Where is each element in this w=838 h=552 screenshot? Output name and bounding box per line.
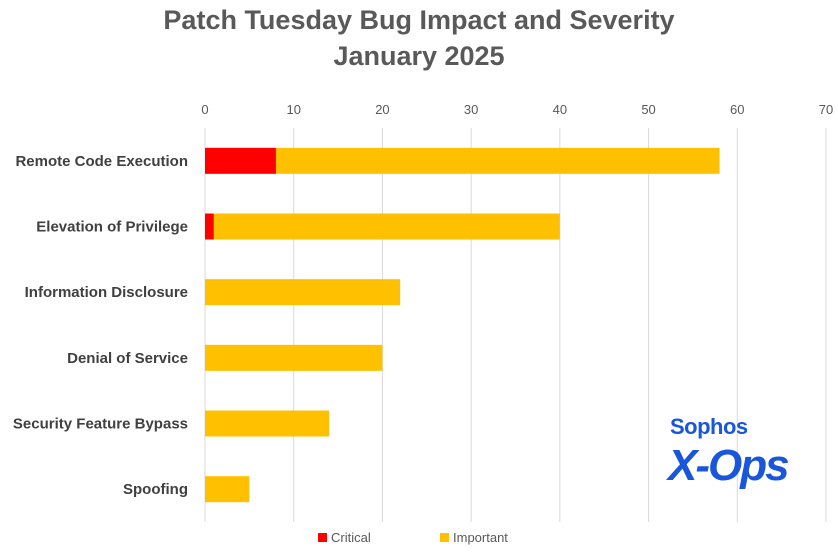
bar-important: [275, 147, 720, 174]
gridlines: [204, 128, 827, 522]
x-tick-label: 40: [553, 102, 567, 117]
category-labels: Remote Code Execution Elevation of Privil…: [13, 153, 188, 498]
x-tick-label: 70: [819, 102, 833, 117]
legend-swatch: [318, 533, 327, 542]
category-label: Denial of Service: [67, 350, 188, 367]
logo-product: X-Ops: [668, 441, 790, 490]
bar-critical: [205, 147, 276, 174]
sophos-xops-logo: Sophos X-Ops: [668, 414, 818, 504]
chart-title: Patch Tuesday Bug Impact and Severity Ja…: [0, 2, 838, 74]
category-label: Information Disclosure: [25, 284, 188, 301]
legend-label: Critical: [331, 530, 371, 545]
x-tick-label: 0: [201, 102, 208, 117]
x-axis-ticks: 0 10 20 30 40 50 60 70: [201, 102, 833, 117]
category-label: Elevation of Privilege: [36, 219, 188, 236]
bar-important: [205, 344, 383, 371]
bar-critical: [205, 213, 214, 240]
bar-important: [205, 279, 401, 306]
category-label: Remote Code Execution: [15, 153, 188, 170]
chart-title-line-2: January 2025: [333, 41, 505, 71]
x-tick-label: 60: [730, 102, 744, 117]
legend: Critical Important: [318, 530, 508, 545]
x-tick-label: 50: [641, 102, 655, 117]
x-tick-label: 30: [464, 102, 478, 117]
bar-important: [205, 410, 330, 437]
bar-important: [213, 213, 560, 240]
bars: [205, 147, 720, 503]
bar-important: [205, 476, 250, 503]
x-tick-label: 10: [286, 102, 300, 117]
legend-label: Important: [453, 530, 508, 545]
chart-title-line-1: Patch Tuesday Bug Impact and Severity: [163, 5, 675, 35]
logo-brand: Sophos: [670, 414, 748, 439]
category-label: Spoofing: [123, 481, 188, 498]
x-tick-label: 20: [375, 102, 389, 117]
legend-swatch: [440, 533, 449, 542]
category-label: Security Feature Bypass: [13, 416, 188, 433]
